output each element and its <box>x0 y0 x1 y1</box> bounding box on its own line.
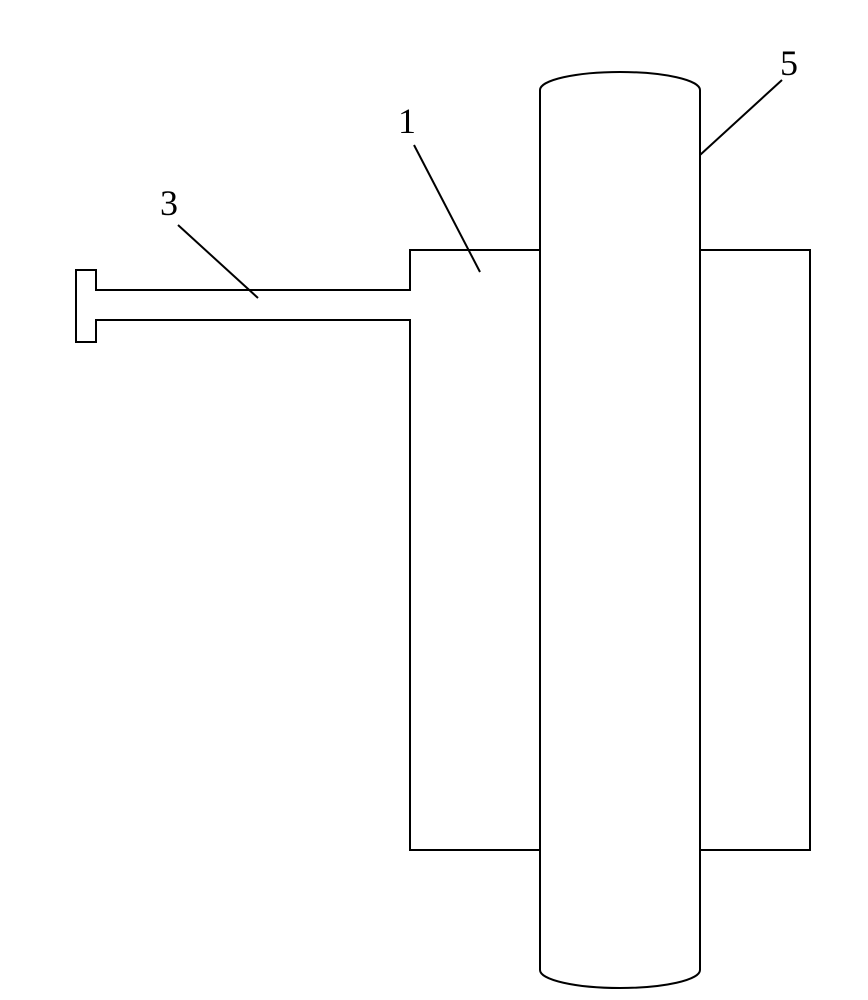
label-1: 1 <box>398 100 416 142</box>
cylinder-part <box>540 72 700 988</box>
label-5: 5 <box>780 42 798 84</box>
flange-part <box>76 270 96 342</box>
technical-diagram <box>0 0 868 1000</box>
label-3: 3 <box>160 182 178 224</box>
